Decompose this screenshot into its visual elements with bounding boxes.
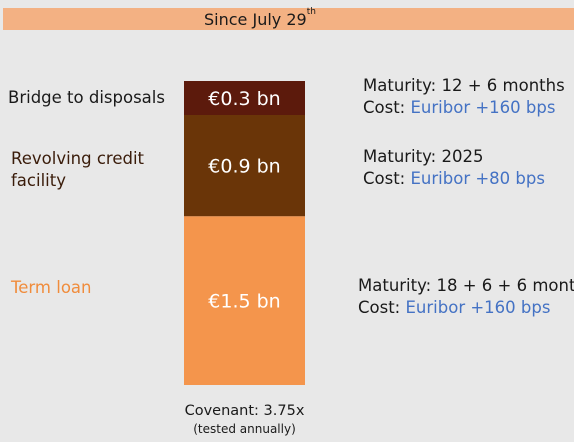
covenant-text: Covenant: 3.75x (184, 403, 305, 419)
bar-segment-label-0: €0.3 bn (208, 88, 280, 110)
stacked-bar-chart: €0.3 bn €0.9 bn €1.5 bn (184, 81, 305, 385)
bar-segment-0 (184, 81, 305, 115)
label-rcf: Revolving credit facility (11, 149, 145, 190)
bar-segment-label-2: €1.5 bn (208, 291, 280, 313)
info-rcf: Maturity: 2025 Cost: Euribor +80 bps (363, 147, 545, 188)
label-term-loan: Term loan (11, 278, 92, 297)
info-bridge: Maturity: 12 + 6 months Cost: Euribor +1… (363, 76, 565, 117)
covenant-note: (tested annually) (193, 422, 296, 436)
bar-segment-2 (184, 216, 305, 385)
header-banner (3, 8, 574, 30)
info-term-loan: Maturity: 18 + 6 + 6 months Cost: Euribo… (358, 276, 574, 317)
label-bridge: Bridge to disposals (8, 88, 165, 107)
bar-segment-1 (184, 115, 305, 217)
header-title: Since July 29th (204, 6, 316, 29)
bar-segment-label-1: €0.9 bn (208, 156, 280, 178)
header-superscript: th (306, 6, 316, 17)
